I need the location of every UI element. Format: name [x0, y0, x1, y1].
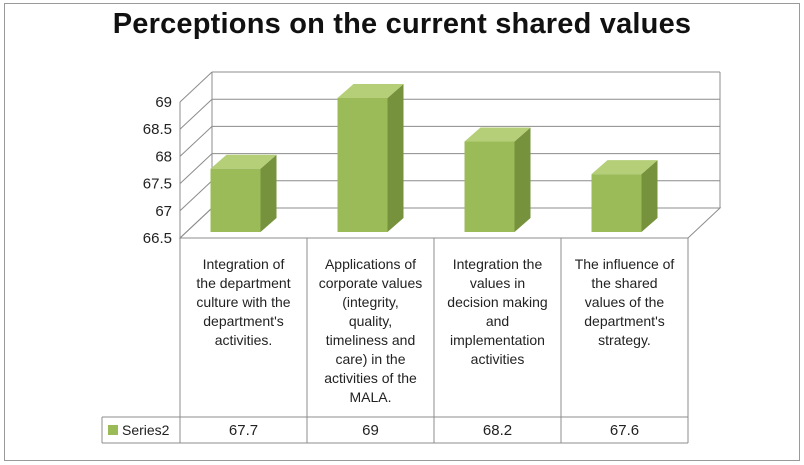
category-label: Applications of corporate values (integrit…	[312, 255, 430, 407]
bar-side	[260, 154, 277, 232]
category-label: Integration the values in decision making a…	[439, 255, 557, 369]
chart-title: Perceptions on the current shared values	[112, 8, 692, 40]
category-label-line: department's	[584, 313, 665, 329]
category-label-line: activities	[470, 351, 525, 367]
legend-swatch	[108, 425, 118, 435]
category-label-line: culture with the	[196, 294, 291, 310]
category-label-line: activities.	[214, 332, 273, 348]
category-label-line: implementation	[450, 332, 545, 348]
gridline-side	[179, 153, 213, 184]
category-label-line: timeliness and	[325, 332, 416, 348]
data-table-value: 68.2	[482, 422, 513, 439]
y-axis-ticks: 66.5 67 67.5 68 68.5 69	[143, 94, 172, 247]
category-label: Integration of the department culture with…	[185, 255, 303, 350]
bar	[210, 154, 277, 232]
y-tick-label: 66.5	[143, 230, 172, 247]
gridline-side	[179, 98, 213, 130]
category-label-line: department's	[203, 313, 284, 329]
legend-label: Series2	[122, 422, 170, 438]
gridline-side	[179, 71, 213, 103]
category-label-line: values in	[469, 275, 526, 291]
category-label-line: Integration of	[202, 256, 285, 272]
chart-floor	[178, 207, 722, 239]
bars	[210, 84, 658, 232]
legend-entry: Series2	[104, 418, 178, 442]
y-tick-label: 68.5	[143, 121, 172, 138]
bar-side	[514, 127, 531, 232]
bar	[464, 127, 531, 232]
y-tick-label: 67.5	[143, 176, 172, 193]
bar-top	[591, 160, 658, 175]
category-label-line: the shared	[591, 275, 658, 291]
category-label-line: corporate values	[318, 275, 423, 291]
category-label-line: quality,	[348, 313, 393, 329]
category-label-line: activities of the	[324, 370, 417, 386]
category-label-line: strategy.	[598, 332, 651, 348]
category-label-line: The influence of	[574, 256, 675, 272]
category-label: The influence of the shared values of the d…	[566, 255, 684, 350]
y-tick-label: 69	[155, 94, 172, 111]
data-table-value: 67.7	[228, 422, 259, 439]
gridline-side	[179, 126, 213, 157]
chart-frame	[4, 3, 800, 461]
bar-front	[464, 141, 515, 232]
category-label-line: decision making	[447, 294, 548, 310]
category-label-line: values of the	[584, 294, 665, 310]
category-label-line: care) in the	[335, 351, 406, 367]
bar-top	[210, 154, 277, 169]
category-label-line: Applications of	[324, 256, 417, 272]
category-label-line: the department	[196, 275, 291, 291]
bar-front	[337, 98, 388, 232]
gridline-side	[179, 180, 213, 212]
bar-side	[387, 84, 404, 232]
category-label-line: and	[485, 313, 510, 329]
data-table-grid	[101, 238, 689, 444]
bar	[337, 84, 404, 232]
bar-front	[210, 168, 261, 232]
bar	[591, 160, 658, 232]
bar-top	[337, 84, 404, 98]
bar-front	[591, 174, 642, 232]
bar-top	[464, 127, 531, 142]
category-label-line: (integrity,	[342, 294, 399, 310]
data-table-value: 69	[362, 422, 379, 439]
data-table-value: 67.6	[609, 422, 640, 439]
y-tick-label: 67	[155, 203, 172, 220]
bar-side	[641, 160, 658, 232]
category-label-line: Integration the	[452, 256, 543, 272]
y-tick-label: 68	[155, 148, 172, 165]
category-label-line: MALA.	[349, 389, 392, 405]
